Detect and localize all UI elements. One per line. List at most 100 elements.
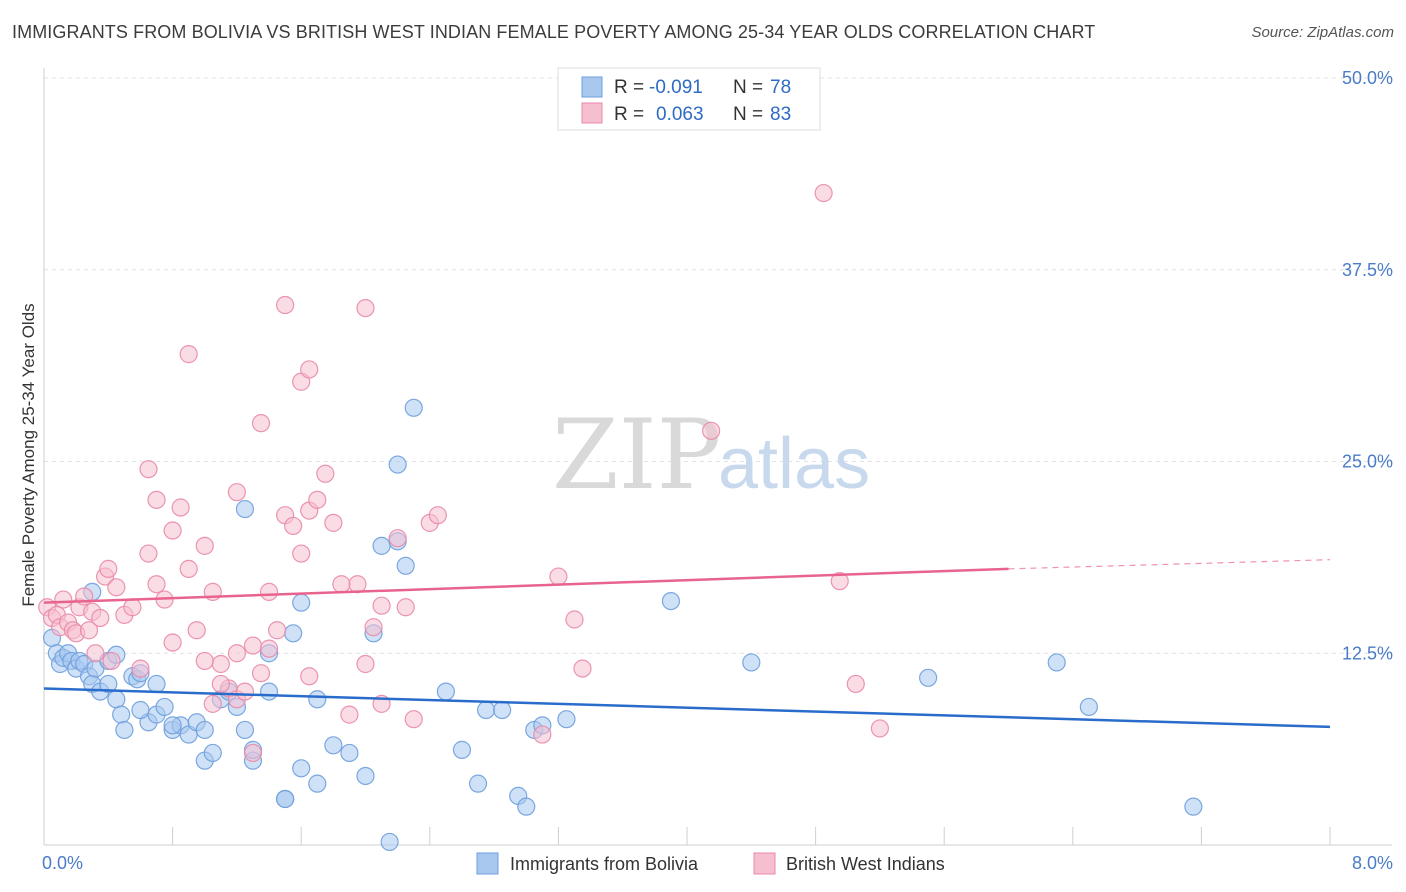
bottom-legend-label-1: Immigrants from Bolivia [510, 854, 699, 874]
bwi-point-20 [131, 659, 150, 678]
bwi-point-64 [163, 633, 182, 652]
legend-n-value-2: 83 [770, 104, 791, 125]
legend-n-label-2: N = [733, 104, 763, 125]
bwi-point-17 [107, 578, 126, 597]
bolivia-point-14 [107, 690, 126, 709]
bolivia-point-40 [356, 766, 375, 786]
bolivia-point-54 [517, 797, 536, 816]
trend-lines [43, 559, 1331, 729]
bwi-point-50 [388, 529, 407, 548]
bwi-point-52 [404, 710, 423, 729]
bwi-point-56 [227, 483, 246, 502]
y-tick-label-3: 50.0% [1342, 68, 1393, 88]
bwi-point-60 [300, 360, 319, 379]
watermark-atlas: atlas [718, 424, 870, 504]
bwi-point-75 [549, 567, 568, 586]
bwi-point-19 [123, 598, 142, 617]
bolivia-point-49 [452, 740, 472, 759]
bwi-point-82 [870, 719, 890, 738]
bolivia-point-52 [493, 700, 512, 720]
y-axis-label: Female Poverty Among 25-34 Year Olds [19, 303, 38, 606]
y-tick-labels: 12.5% 25.0% 37.5% 50.0% [1342, 68, 1393, 663]
bwi-point-44 [324, 513, 343, 532]
correlation-legend: R = -0.091 N = 78 R = 0.063 N = 83 [557, 67, 821, 131]
legend-r-value-1: -0.091 [649, 77, 703, 98]
bwi-point-51 [396, 598, 415, 617]
legend-r-value-2: 0.063 [656, 104, 704, 125]
bolivia-point-32 [235, 720, 255, 740]
bwi-point-79 [814, 183, 833, 203]
bolivia-point-59 [163, 716, 182, 735]
axes [43, 68, 1392, 846]
bolivia-point-63 [284, 624, 303, 643]
bwi-point-45 [340, 705, 359, 724]
scatter-points [38, 183, 1203, 852]
bwi-point-72 [332, 575, 351, 594]
bwi-point-77 [573, 659, 592, 678]
legend-swatch-pink [581, 102, 603, 124]
x-tick-label-0: 0.0% [42, 853, 83, 873]
bwi-point-71 [300, 667, 319, 686]
bwi-point-37 [267, 621, 287, 640]
bwi-point-25 [171, 498, 190, 517]
bwi-trend-line-dashed [1008, 559, 1331, 570]
bwi-point-39 [284, 516, 303, 536]
bwi-point-26 [179, 559, 198, 578]
bwi-point-78 [702, 421, 721, 440]
series-legend: Immigrants from Bolivia British West Ind… [476, 852, 945, 875]
legend-swatch-blue [581, 76, 603, 98]
bwi-point-40 [292, 544, 311, 563]
bwi-point-55 [179, 345, 198, 364]
grid-lines [44, 77, 1392, 654]
bolivia-point-66 [235, 499, 255, 519]
bwi-point-16 [102, 651, 121, 671]
bwi-point-67 [211, 674, 230, 694]
bwi-point-58 [276, 295, 295, 315]
bwi-point-62 [139, 460, 158, 479]
bottom-legend-label-2: British West Indians [786, 854, 945, 874]
bwi-point-66 [203, 694, 222, 713]
bwi-point-57 [251, 414, 271, 433]
watermark-zip: ZIP [552, 399, 721, 511]
bwi-point-70 [259, 639, 279, 658]
bolivia-point-58 [147, 674, 166, 694]
y-tick-label-1: 25.0% [1342, 452, 1393, 472]
bolivia-point-72 [742, 653, 761, 672]
bwi-point-28 [195, 536, 214, 555]
legend-r-label-1: R = [614, 77, 644, 98]
bwi-point-43 [316, 464, 335, 483]
bwi-point-22 [147, 575, 166, 594]
legend-r-label-2: R = [614, 104, 644, 125]
bwi-point-47 [356, 654, 375, 674]
bwi-point-36 [259, 582, 279, 601]
bolivia-trend-line [43, 687, 1331, 729]
bwi-trend-line [43, 567, 1009, 604]
bwi-point-54 [428, 506, 447, 525]
bolivia-point-42 [372, 536, 391, 555]
bolivia-point-36 [292, 759, 311, 778]
bwi-point-48 [364, 618, 383, 637]
bwi-point-27 [187, 621, 206, 640]
bwi-point-61 [356, 299, 375, 318]
bolivia-point-71 [661, 591, 681, 611]
bolivia-point-73 [919, 668, 938, 687]
bolivia-point-39 [340, 743, 359, 763]
bolivia-point-74 [1047, 653, 1066, 672]
bolivia-point-51 [476, 700, 496, 720]
bwi-point-65 [195, 651, 214, 671]
bolivia-point-13 [99, 674, 118, 694]
bwi-point-12 [86, 644, 105, 663]
bolivia-point-65 [308, 690, 327, 709]
bwi-point-13 [91, 608, 110, 628]
bolivia-point-16 [115, 720, 134, 740]
chart-title: IMMIGRANTS FROM BOLIVIA VS BRITISH WEST … [12, 22, 1096, 42]
bwi-point-73 [372, 596, 391, 615]
bolivia-point-76 [1184, 797, 1203, 816]
bwi-point-30 [211, 654, 230, 674]
bwi-point-63 [147, 490, 166, 509]
bwi-point-33 [235, 682, 255, 701]
bwi-point-35 [251, 664, 271, 683]
legend-n-label-1: N = [733, 77, 763, 98]
bwi-point-4 [54, 590, 73, 609]
